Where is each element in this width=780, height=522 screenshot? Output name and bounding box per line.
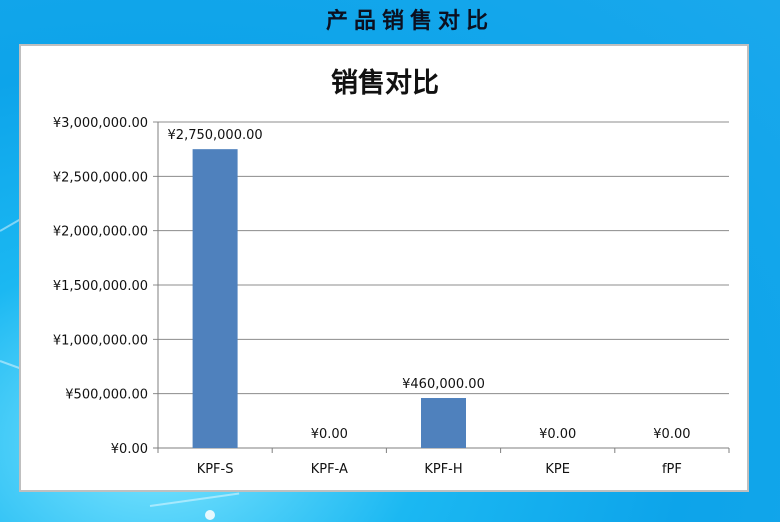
page-title: 产品销售对比 <box>325 8 494 34</box>
background-decoration <box>205 510 215 520</box>
bar-kpf-s <box>192 149 238 448</box>
y-tick-label: ¥1,000,000.00 <box>53 333 148 348</box>
y-tick-label: ¥3,000,000.00 <box>53 116 148 131</box>
background-decoration <box>149 492 240 507</box>
y-tick-label: ¥500,000.00 <box>65 388 148 403</box>
bar-kpf-h <box>421 398 466 448</box>
data-label: ¥0.00 <box>539 427 576 442</box>
chart-panel: 销售对比 ¥0.00 ¥500,000.00 ¥1,000,000.00 ¥1,500… <box>19 44 749 492</box>
y-tick-label: ¥1,500,000.00 <box>53 279 148 294</box>
data-label: ¥0.00 <box>311 427 348 442</box>
x-tick-label: KPF-A <box>311 462 348 477</box>
data-label: ¥460,000.00 <box>402 377 485 392</box>
x-tick-label: KPF-H <box>424 462 462 477</box>
x-tick-label: KPF-S <box>197 462 234 477</box>
x-tick-label: fPF <box>662 462 682 477</box>
data-label: ¥2,750,000.00 <box>168 128 263 143</box>
x-tick-label: KPE <box>545 462 570 477</box>
y-tick-label: ¥2,500,000.00 <box>53 170 148 185</box>
data-label: ¥0.00 <box>653 427 690 442</box>
chart-title: 销售对比 <box>331 67 439 99</box>
bar-chart: 销售对比 ¥0.00 ¥500,000.00 ¥1,000,000.00 ¥1,500… <box>53 67 730 477</box>
y-tick-label: ¥0.00 <box>111 442 148 457</box>
y-tick-label: ¥2,000,000.00 <box>53 225 148 240</box>
